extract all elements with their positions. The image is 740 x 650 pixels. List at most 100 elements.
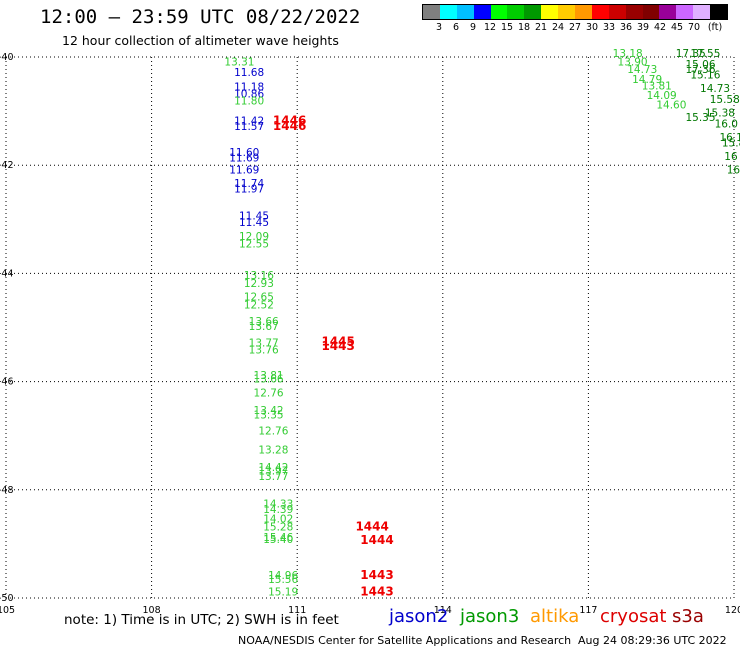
satellite-legend-item: s3a <box>672 606 704 627</box>
data-point-label: 14.09 <box>647 90 677 102</box>
data-point-label: 12.55 <box>239 238 269 250</box>
data-point-label: 14.96 <box>268 570 298 582</box>
data-point-label: 11.45 <box>239 217 269 229</box>
y-tick-label: -42 <box>0 160 14 171</box>
data-point-label: 12.76 <box>258 426 288 438</box>
color-scale-label: 45 <box>670 22 684 33</box>
data-point-label: 14.42 <box>258 462 288 474</box>
data-point-label: 11.60 <box>229 147 259 159</box>
data-point-label: 11.57 <box>234 121 264 133</box>
color-swatch <box>676 5 694 19</box>
data-point-label: 1446 <box>273 114 306 128</box>
data-point-label: 15.38 <box>705 108 735 120</box>
data-point-label: 16.0 <box>715 118 738 130</box>
chart-subtitle: 12 hour collection of altimeter wave hei… <box>62 33 339 48</box>
y-tick-label: -50 <box>0 593 14 604</box>
satellite-legend-item: jason2 <box>389 606 449 627</box>
data-point-label: 15.19 <box>268 586 298 598</box>
color-swatch <box>608 5 626 19</box>
color-scale-label: 27 <box>568 22 582 33</box>
color-swatch <box>456 5 474 19</box>
data-point-label: 13.97 <box>258 466 288 478</box>
data-point-label: 13.81 <box>254 370 284 382</box>
x-tick-label: 108 <box>143 605 161 616</box>
data-point-label: 14.79 <box>632 74 662 86</box>
color-scale-label: 6 <box>452 22 460 33</box>
color-scale-label: 15 <box>500 22 514 33</box>
data-point-label: 15.46 <box>263 532 293 544</box>
data-point-label: 15.56 <box>268 574 298 586</box>
color-swatch <box>507 5 525 19</box>
satellite-legend-item: altika <box>530 606 580 627</box>
data-point-label: 1444 <box>360 533 393 547</box>
data-point-label: 11.74 <box>234 178 264 190</box>
data-point-label: 12.93 <box>244 278 274 290</box>
data-point-label: 14.60 <box>656 99 686 111</box>
data-point-label: 11.69 <box>229 152 259 164</box>
data-point-label: 16 <box>727 164 740 176</box>
satellite-legend-item: jason3 <box>460 606 520 627</box>
y-tick-label: -44 <box>0 268 14 279</box>
page-title: 12:00 — 23:59 UTC 08/22/2022 <box>40 6 361 28</box>
data-point-label: 14.73 <box>627 64 657 76</box>
footer-note: note: 1) Time is in UTC; 2) SWH is in fe… <box>64 612 339 628</box>
data-point-label: 12.52 <box>244 300 274 312</box>
color-scale-bar <box>422 4 728 20</box>
color-swatch <box>558 5 576 19</box>
data-point-label: 16.1 <box>719 132 740 144</box>
data-point-label: 13.67 <box>249 321 279 333</box>
color-scale-label: 30 <box>585 22 599 33</box>
data-point-label: 15.8 <box>722 137 740 149</box>
data-point-label: 15.06 <box>685 59 715 71</box>
data-point-label: 13.42 <box>254 405 284 417</box>
data-point-label: 1445 <box>321 334 354 348</box>
color-swatch <box>659 5 677 19</box>
y-tick-label: -40 <box>0 52 14 63</box>
data-point-label: 11.68 <box>234 67 264 79</box>
data-point-label: 1444 <box>355 519 388 533</box>
color-swatch <box>575 5 592 19</box>
color-scale-label: 36 <box>619 22 633 33</box>
color-swatch <box>625 5 643 19</box>
data-point-label: 13.76 <box>249 344 279 356</box>
data-point-label: 17.55 <box>690 48 720 60</box>
color-scale-label: 9 <box>469 22 477 33</box>
data-point-label: 12.76 <box>254 388 284 400</box>
data-point-label: 11.18 <box>234 82 264 94</box>
x-tick-label: 105 <box>0 605 15 616</box>
data-point-label: 13.28 <box>258 445 288 457</box>
color-scale-unit: (ft) <box>707 22 723 33</box>
data-point-label: 11.80 <box>234 96 264 108</box>
data-point-label: 13.77 <box>258 471 288 483</box>
color-swatch <box>423 5 440 19</box>
data-point-label: 15.35 <box>685 112 715 124</box>
data-point-label: 14.39 <box>263 504 293 516</box>
data-point-label: 13.90 <box>618 57 648 69</box>
color-swatch <box>490 5 508 19</box>
data-point-label: 14.02 <box>263 513 293 525</box>
color-swatch <box>591 5 609 19</box>
data-point-label: 13.66 <box>254 374 284 386</box>
data-point-label: 12.09 <box>239 231 269 243</box>
color-scale-label: 39 <box>636 22 650 33</box>
color-swatch <box>541 5 559 19</box>
footer-credit: NOAA/NESDIS Center for Satellite Applica… <box>238 634 572 647</box>
color-scale-label: 24 <box>551 22 565 33</box>
data-point-label: 17.36 <box>685 64 715 76</box>
data-point-label: 16 <box>724 151 738 163</box>
data-point-label: 11.97 <box>234 183 264 195</box>
data-point-label: 17.35 <box>676 48 706 60</box>
data-point-label: 1443 <box>321 339 354 353</box>
color-scale-label: 21 <box>534 22 548 33</box>
color-swatch <box>642 5 660 19</box>
color-scale-label: 70 <box>687 22 701 33</box>
data-point-label: 10.86 <box>234 89 264 101</box>
color-scale-label: 3 <box>435 22 443 33</box>
data-point-label: 13.35 <box>254 409 284 421</box>
data-point-label: 15.28 <box>263 521 293 533</box>
data-point-label: 14.73 <box>700 83 730 95</box>
data-point-label: 13.16 <box>244 270 274 282</box>
color-scale-label: 12 <box>483 22 497 33</box>
color-swatch <box>693 5 711 19</box>
